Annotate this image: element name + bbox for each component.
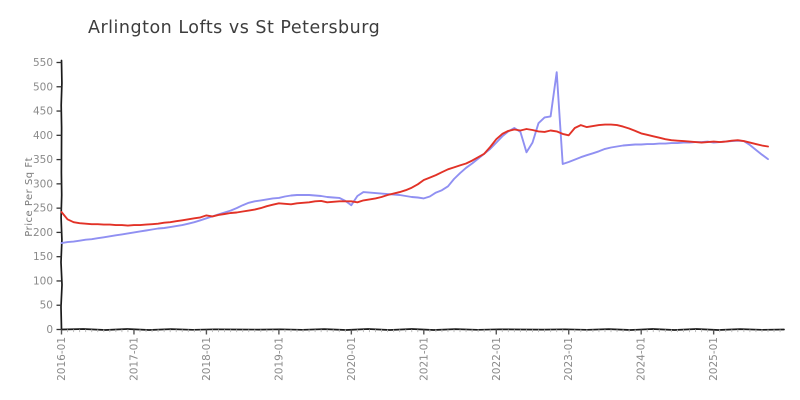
y-tick-label: 350 (33, 154, 53, 166)
x-tick-label: 2025-01 (708, 337, 720, 381)
y-tick-label: 200 (33, 227, 53, 239)
x-tick-label: 2022-01 (491, 337, 503, 381)
x-tick-label: 2018-01 (201, 337, 213, 381)
y-axis-label: Price Per Sq Ft (24, 157, 35, 237)
x-tick-label: 2016-01 (56, 337, 68, 381)
y-tick-label: 250 (33, 203, 53, 215)
x-axis (60, 328, 785, 331)
y-tick-label: 450 (33, 106, 53, 118)
y-tick-label: 50 (40, 300, 53, 312)
y-tick-label: 400 (33, 130, 53, 142)
y-tick-label: 0 (46, 324, 53, 336)
y-tick-label: 550 (33, 57, 53, 69)
series-line-arlington-lofts (60, 71, 769, 245)
x-tick-label: 2021-01 (418, 337, 430, 381)
x-tick-label: 2020-01 (346, 337, 358, 381)
y-axis (60, 59, 63, 331)
y-tick-label: 150 (33, 251, 53, 263)
y-tick-label: 100 (33, 275, 53, 287)
x-tick-label: 2023-01 (563, 337, 575, 381)
y-tick-label: 300 (33, 178, 53, 190)
x-tick-label: 2024-01 (636, 337, 648, 381)
x-tick-label: 2019-01 (273, 337, 285, 381)
series-line-st-petersburg (60, 123, 769, 227)
chart-title: Arlington Lofts vs St Petersburg (88, 18, 381, 38)
x-tick-label: 2017-01 (128, 337, 140, 381)
y-tick-label: 500 (33, 81, 53, 93)
